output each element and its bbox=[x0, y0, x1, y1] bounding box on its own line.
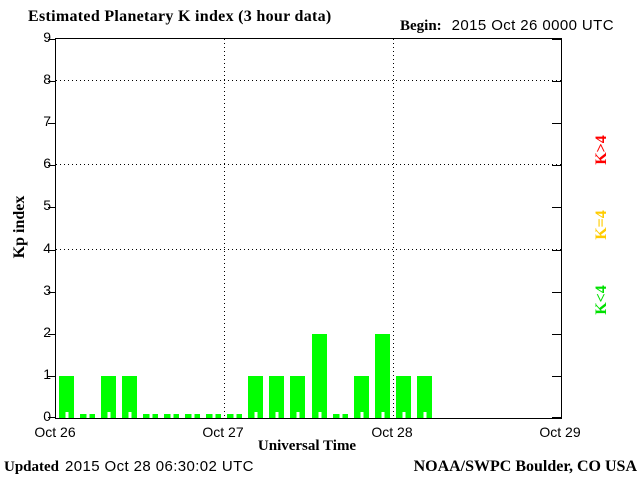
y-axis-tick-right bbox=[552, 81, 561, 82]
y-axis-tick-left bbox=[48, 123, 56, 124]
day-gridline-oct-27 bbox=[224, 39, 225, 418]
legend-item-Kgt4: K>4 bbox=[593, 135, 610, 165]
bar-tick-notch bbox=[402, 412, 405, 418]
x-tick-label: Oct 27 bbox=[202, 424, 244, 440]
kp-bar bbox=[143, 412, 158, 418]
y-tick-label: 7 bbox=[43, 113, 51, 129]
y-tick-label: 4 bbox=[43, 240, 51, 256]
plot-area bbox=[48, 38, 562, 419]
y-axis-tick-left bbox=[48, 39, 56, 40]
y-axis-tick-right bbox=[552, 39, 561, 40]
y-axis-tick-left bbox=[48, 417, 56, 418]
bar-tick-notch bbox=[275, 412, 278, 418]
updated-label: Updated bbox=[4, 459, 60, 475]
y-tick-label: 0 bbox=[43, 408, 51, 424]
kp-bar bbox=[248, 376, 263, 418]
kp-bar bbox=[101, 376, 116, 418]
y-tick-label: 3 bbox=[43, 282, 51, 298]
kp-bar bbox=[417, 376, 432, 418]
bar-tick-notch bbox=[381, 412, 384, 418]
y-axis-tick-right bbox=[552, 292, 561, 293]
kp-bar bbox=[206, 412, 221, 418]
begin-label: Begin: bbox=[400, 18, 442, 34]
kp-bar bbox=[80, 412, 95, 418]
y-axis-tick-right bbox=[552, 165, 561, 166]
y-axis-tick-right bbox=[552, 417, 561, 418]
kp-bar bbox=[185, 412, 200, 418]
y-tick-label: 1 bbox=[43, 366, 51, 382]
y-tick-label: 9 bbox=[43, 29, 51, 45]
day-gridline-oct-28 bbox=[393, 39, 394, 418]
bar-tick-notch bbox=[149, 412, 152, 418]
bar-tick-notch bbox=[296, 412, 299, 418]
y-axis-tick-right bbox=[552, 376, 561, 377]
y-axis-tick-right bbox=[552, 334, 561, 335]
y-axis-tick-left bbox=[48, 165, 56, 166]
bar-tick-notch bbox=[191, 412, 194, 418]
bar-tick-notch bbox=[360, 412, 363, 418]
kp-bar bbox=[375, 334, 390, 418]
bar-tick-notch bbox=[423, 412, 426, 418]
y-axis-tick-left bbox=[48, 292, 56, 293]
kp-bar bbox=[312, 334, 327, 418]
source-attribution: NOAA/SWPC Boulder, CO USA bbox=[413, 458, 637, 475]
chart-title: Estimated Planetary K index (3 hour data… bbox=[28, 8, 332, 25]
gridline-kp-4 bbox=[56, 249, 561, 250]
begin-value: 2015 Oct 26 0000 UTC bbox=[451, 17, 614, 34]
bar-tick-notch bbox=[233, 412, 236, 418]
y-tick-label: 5 bbox=[43, 197, 51, 213]
y-axis-tick-left bbox=[48, 207, 56, 208]
y-tick-label: 8 bbox=[43, 71, 51, 87]
x-axis-title: Universal Time bbox=[257, 438, 357, 454]
bar-tick-notch bbox=[128, 412, 131, 418]
kp-bar bbox=[396, 376, 411, 418]
y-tick-label: 2 bbox=[43, 324, 51, 340]
y-axis-tick-right bbox=[552, 250, 561, 251]
begin-row: Begin: 2015 Oct 26 0000 UTC bbox=[400, 17, 614, 35]
y-axis-tick-left bbox=[48, 81, 56, 82]
gridline-kp-8 bbox=[56, 80, 561, 81]
y-axis-tick-left bbox=[48, 250, 56, 251]
x-tick-label: Oct 26 bbox=[34, 424, 76, 440]
updated-timestamp: Updated 2015 Oct 28 06:30:02 UTC bbox=[4, 458, 254, 476]
legend-item-Klt4: K<4 bbox=[593, 285, 610, 315]
kp-bar bbox=[227, 412, 242, 418]
x-tick-label: Oct 28 bbox=[371, 424, 413, 440]
y-axis-tick-left bbox=[48, 334, 56, 335]
bar-tick-notch bbox=[318, 412, 321, 418]
x-tick-label: Oct 29 bbox=[539, 424, 581, 440]
gridline-kp-6 bbox=[56, 164, 561, 165]
updated-value: 2015 Oct 28 06:30:02 UTC bbox=[65, 458, 254, 475]
bar-tick-notch bbox=[86, 412, 89, 418]
bar-tick-notch bbox=[107, 412, 110, 418]
bar-tick-notch bbox=[254, 412, 257, 418]
y-axis-tick-right bbox=[552, 123, 561, 124]
bar-tick-notch bbox=[212, 412, 215, 418]
y-tick-label: 6 bbox=[43, 155, 51, 171]
bar-tick-notch bbox=[170, 412, 173, 418]
kp-bar bbox=[122, 376, 137, 418]
kp-bar bbox=[354, 376, 369, 418]
y-axis-tick-left bbox=[48, 376, 56, 377]
kp-bar bbox=[333, 412, 348, 418]
bar-tick-notch bbox=[339, 412, 342, 418]
kp-bar bbox=[269, 376, 284, 418]
legend-item-Keq4: K=4 bbox=[593, 210, 610, 240]
kp-bar bbox=[164, 412, 179, 418]
kp-bar bbox=[290, 376, 305, 418]
y-axis-tick-right bbox=[552, 207, 561, 208]
bar-tick-notch bbox=[65, 412, 68, 418]
kp-bar bbox=[59, 376, 74, 418]
